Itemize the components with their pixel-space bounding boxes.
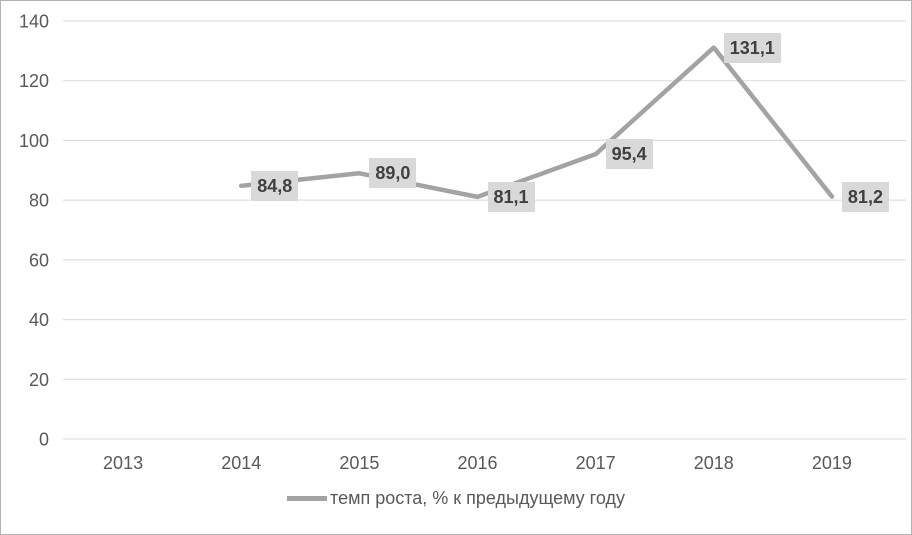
legend-label: темп роста, % к предыдущему году — [330, 487, 625, 508]
y-axis-tick-label: 20 — [29, 370, 49, 390]
y-axis-tick-label: 100 — [19, 131, 49, 151]
x-axis-tick-label: 2015 — [339, 453, 379, 473]
y-axis-tick-label: 140 — [19, 12, 49, 32]
y-axis-tick-label: 40 — [29, 310, 49, 330]
x-axis-tick-label: 2019 — [812, 453, 852, 473]
y-axis-tick-label: 60 — [29, 250, 49, 270]
legend-line-swatch — [287, 495, 328, 501]
x-axis-tick-label: 2017 — [576, 453, 616, 473]
legend: темп роста, % к предыдущему году — [1, 484, 911, 512]
y-axis-tick-label: 120 — [19, 71, 49, 91]
x-axis-tick-label: 2016 — [457, 453, 497, 473]
x-axis-tick-label: 2018 — [694, 453, 734, 473]
y-axis-tick-label: 0 — [39, 430, 49, 450]
y-axis-tick-label: 80 — [29, 191, 49, 211]
x-axis-tick-label: 2013 — [103, 453, 143, 473]
x-axis-tick-label: 2014 — [221, 453, 261, 473]
series-line — [238, 45, 835, 200]
